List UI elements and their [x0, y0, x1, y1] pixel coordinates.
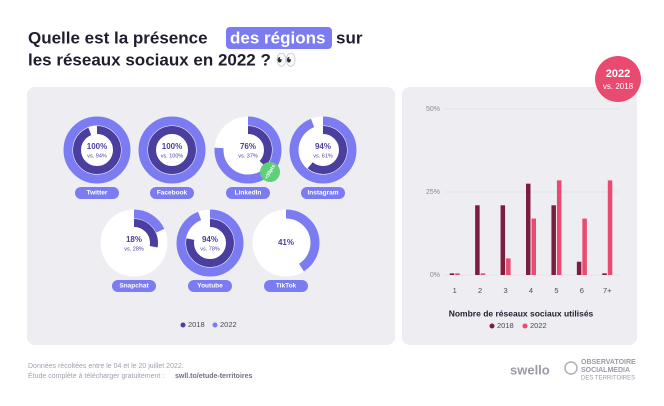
- donut-arc: [138, 116, 206, 184]
- donut-arc: [100, 209, 168, 277]
- donut-compare: vs. 37%: [238, 153, 258, 159]
- donut-arc: [289, 116, 357, 184]
- x-axis-label: Nombre de réseaux sociaux utilisés: [449, 308, 594, 318]
- legend-label: 2018: [188, 320, 205, 329]
- bar: [607, 180, 613, 275]
- donut-center: [82, 135, 112, 165]
- title-highlight: des régions: [230, 28, 325, 47]
- donut-arc: [252, 209, 320, 277]
- x-tick-label: 6: [580, 286, 584, 295]
- network-label: LinkedIn: [235, 190, 262, 197]
- logo-icon: [564, 361, 578, 375]
- footer-note: Données récoltées entre le 04 et le 20 j…: [28, 363, 184, 370]
- bar: [576, 261, 582, 275]
- title: sur: [336, 28, 363, 47]
- x-tick-label: 7+: [603, 286, 612, 295]
- donut-center: [308, 135, 338, 165]
- donut-compare: vs. 100%: [161, 153, 184, 159]
- network-pill: [188, 280, 232, 292]
- network-label: Snapchat: [119, 283, 149, 290]
- donut-compare: vs. 61%: [313, 153, 333, 159]
- donut-arc: [224, 126, 272, 174]
- legend-dot: [212, 322, 218, 328]
- bar: [526, 183, 531, 275]
- donut-arc: [214, 116, 282, 184]
- bar: [475, 205, 480, 275]
- brand: swello: [510, 362, 550, 377]
- badge: [595, 56, 641, 102]
- title: Quelle est la présence: [28, 28, 208, 47]
- bar: [480, 273, 486, 275]
- donut-compare: vs. 78%: [200, 246, 220, 252]
- bar: [449, 273, 455, 275]
- legend-label: 2022: [530, 321, 547, 330]
- legend-dot: [180, 322, 186, 328]
- bar: [531, 218, 536, 275]
- network-label: Twitter: [87, 190, 108, 197]
- title: les réseaux sociaux en 2022 ? 👀: [28, 50, 297, 69]
- x-tick-label: 2: [478, 286, 482, 295]
- legend-label: 2018: [497, 321, 514, 330]
- legend-dot: [522, 323, 528, 329]
- donut-arc: [148, 126, 196, 174]
- donut-arc: [63, 116, 131, 184]
- network-pill: [112, 280, 156, 292]
- observatory: OBSERVATOIRE: [581, 359, 636, 366]
- bar: [582, 218, 587, 275]
- donut-arc: [73, 126, 121, 174]
- donut-value: 94%: [202, 235, 218, 244]
- donut-center: [157, 135, 187, 165]
- network-pill: [264, 280, 308, 292]
- network-pill: [226, 187, 270, 199]
- donut-center: [233, 135, 263, 165]
- bar: [455, 273, 460, 275]
- x-tick-label: 4: [529, 286, 533, 295]
- donut-center: [195, 228, 225, 258]
- network-label: Instagram: [307, 190, 338, 197]
- badge-compare: vs. 2018: [603, 82, 634, 91]
- bar: [500, 205, 506, 275]
- footer-note: Étude complète à télécharger gratuitemen…: [28, 371, 164, 380]
- y-tick-label: 50%: [426, 106, 440, 113]
- x-tick-label: 3: [503, 286, 507, 295]
- donut-arc: [186, 219, 234, 267]
- title-highlight-box: [226, 27, 332, 49]
- network-pill: [75, 187, 119, 199]
- bar: [506, 258, 511, 275]
- bar: [602, 273, 607, 275]
- donut-value: 100%: [162, 142, 182, 151]
- network-label: Facebook: [157, 190, 188, 197]
- y-tick-label: 25%: [426, 189, 440, 196]
- donut-value: 76%: [240, 142, 256, 151]
- observatory: DES TERRITOIRES: [581, 376, 635, 382]
- panel: [402, 87, 637, 345]
- donut-arc: [299, 126, 347, 174]
- legend-dot: [489, 323, 495, 329]
- network-pill: [150, 187, 194, 199]
- donut-arc: [110, 219, 158, 267]
- donut-value: 100%: [87, 142, 107, 151]
- donut-center: [271, 228, 301, 258]
- network-pill: [301, 187, 345, 199]
- y-tick-label: 0%: [430, 272, 440, 279]
- donut-center: [119, 228, 149, 258]
- bar: [556, 180, 562, 275]
- x-tick-label: 1: [453, 286, 457, 295]
- donut-value: 18%: [126, 235, 142, 244]
- observatory: SOCIALMEDIA: [581, 367, 630, 374]
- donut-compare: vs. 94%: [87, 153, 107, 159]
- x-tick-label: 5: [554, 286, 558, 295]
- badge-year: 2022: [606, 68, 630, 80]
- annotation-badge: [260, 162, 280, 182]
- donut-arc: [176, 209, 244, 277]
- footer-link[interactable]: swll.to/etude-territoires: [175, 373, 253, 380]
- legend-label: 2022: [220, 320, 237, 329]
- bar: [551, 205, 556, 275]
- donut-value: 94%: [315, 142, 331, 151]
- donut-compare: vs. 28%: [124, 246, 144, 252]
- network-label: TikTok: [276, 283, 297, 290]
- donut-value: 41%: [278, 238, 294, 247]
- network-label: Youtube: [197, 283, 223, 290]
